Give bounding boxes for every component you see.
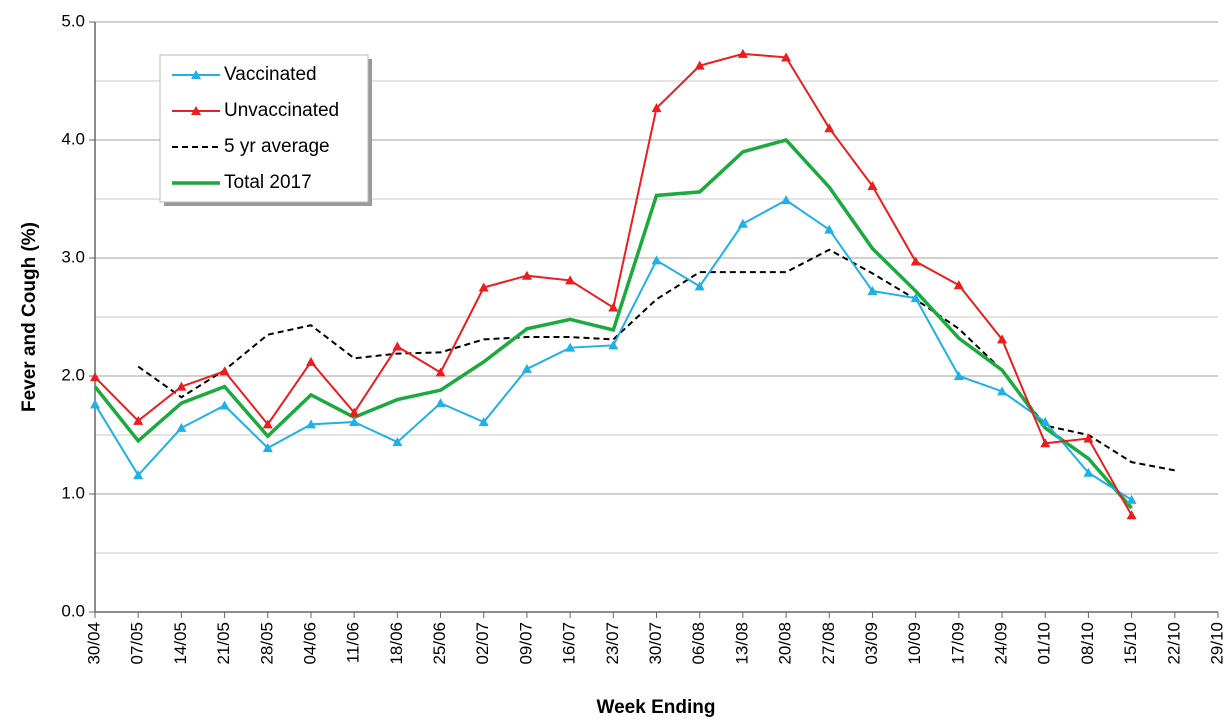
x-tick-label: 30/04 <box>84 622 103 665</box>
y-tick-label: 2.0 <box>61 365 85 384</box>
point-marker <box>694 60 705 70</box>
point-marker <box>1040 438 1051 448</box>
y-tick-label: 0.0 <box>61 601 85 620</box>
x-tick-label: 16/07 <box>560 622 579 665</box>
point-marker <box>781 52 792 62</box>
x-tick-label: 18/06 <box>387 622 406 665</box>
x-tick-label: 13/08 <box>732 622 751 665</box>
x-tick-label: 24/09 <box>992 622 1011 665</box>
point-marker <box>651 255 662 265</box>
x-tick-label: 04/06 <box>300 622 319 665</box>
point-marker <box>262 442 273 452</box>
x-tick-label: 08/10 <box>1078 622 1097 665</box>
point-marker <box>737 48 748 58</box>
point-marker <box>953 371 964 380</box>
y-axis-title: Fever and Cough (%) <box>19 222 40 412</box>
y-tick-label: 1.0 <box>61 483 85 502</box>
point-marker <box>565 342 576 352</box>
point-marker <box>651 103 662 113</box>
legend-box <box>159 54 369 203</box>
point-marker <box>997 386 1008 396</box>
x-axis-title: Week Ending <box>597 697 716 718</box>
x-tick-label: 30/07 <box>646 622 665 665</box>
series-line <box>93 138 1133 510</box>
legend-marker <box>191 106 201 115</box>
point-marker <box>824 224 835 234</box>
legend-label: Vaccinated <box>224 64 317 85</box>
point-marker <box>565 275 576 285</box>
point-marker <box>349 417 360 427</box>
x-tick-label: 01/10 <box>1035 622 1054 665</box>
legend-label: Total 2017 <box>224 172 312 193</box>
point-marker <box>435 398 446 408</box>
point-marker <box>392 437 403 447</box>
point-marker <box>176 381 187 391</box>
point-marker <box>219 400 230 410</box>
point-marker <box>997 334 1008 344</box>
point-marker <box>435 367 446 377</box>
x-tick-label: 29/10 <box>1207 622 1226 665</box>
point-marker <box>781 195 792 205</box>
x-tick-label: 14/05 <box>171 622 190 665</box>
point-marker <box>737 218 748 228</box>
point-marker <box>608 340 619 350</box>
point-marker <box>133 415 144 425</box>
x-tick-label: 06/08 <box>689 622 708 665</box>
point-marker <box>867 286 878 296</box>
point-marker <box>910 293 921 303</box>
point-marker <box>1083 433 1094 443</box>
y-tick-label: 3.0 <box>61 247 85 266</box>
point-marker <box>262 419 273 429</box>
point-marker <box>305 356 316 366</box>
point-marker <box>867 181 878 191</box>
point-marker <box>694 281 705 291</box>
x-tick-label: 22/10 <box>1164 622 1183 665</box>
point-marker <box>910 256 921 266</box>
point-marker <box>90 399 100 409</box>
point-marker <box>478 282 489 292</box>
point-marker <box>953 280 964 290</box>
point-marker <box>349 407 360 417</box>
x-tick-label: 17/09 <box>948 622 967 665</box>
x-tick-label: 10/09 <box>905 622 924 665</box>
point-marker <box>608 302 619 312</box>
x-tick-label: 02/07 <box>473 622 492 665</box>
legend-marker <box>191 70 201 79</box>
x-tick-label: 25/06 <box>430 622 449 665</box>
y-tick-label: 5.0 <box>61 11 85 30</box>
point-marker <box>521 270 532 280</box>
x-tick-label: 20/08 <box>776 622 795 665</box>
series-line <box>137 248 1175 472</box>
legend-label: 5 yr average <box>224 136 330 157</box>
point-marker <box>1040 417 1051 427</box>
point-marker <box>1126 510 1137 520</box>
point-marker <box>305 419 316 429</box>
point-marker <box>478 417 489 427</box>
x-tick-label: 21/05 <box>214 622 233 665</box>
x-tick-label: 03/09 <box>862 622 881 665</box>
x-tick-label: 27/08 <box>819 622 838 665</box>
point-marker <box>392 341 403 351</box>
point-marker <box>176 422 187 432</box>
point-marker <box>521 363 532 373</box>
point-marker <box>90 372 100 382</box>
x-tick-label: 23/07 <box>603 622 622 665</box>
point-marker <box>824 123 835 133</box>
x-tick-label: 11/06 <box>344 622 363 663</box>
x-tick-label: 09/07 <box>516 622 535 665</box>
x-tick-label: 28/05 <box>257 622 276 665</box>
point-marker <box>1083 467 1094 477</box>
x-tick-label: 15/10 <box>1121 622 1140 665</box>
point-marker <box>219 366 230 376</box>
x-tick-label: 07/05 <box>128 622 147 665</box>
point-marker <box>133 470 144 480</box>
point-marker <box>1126 494 1137 504</box>
y-tick-label: 4.0 <box>61 129 85 148</box>
legend-label: Unvaccinated <box>224 100 339 121</box>
